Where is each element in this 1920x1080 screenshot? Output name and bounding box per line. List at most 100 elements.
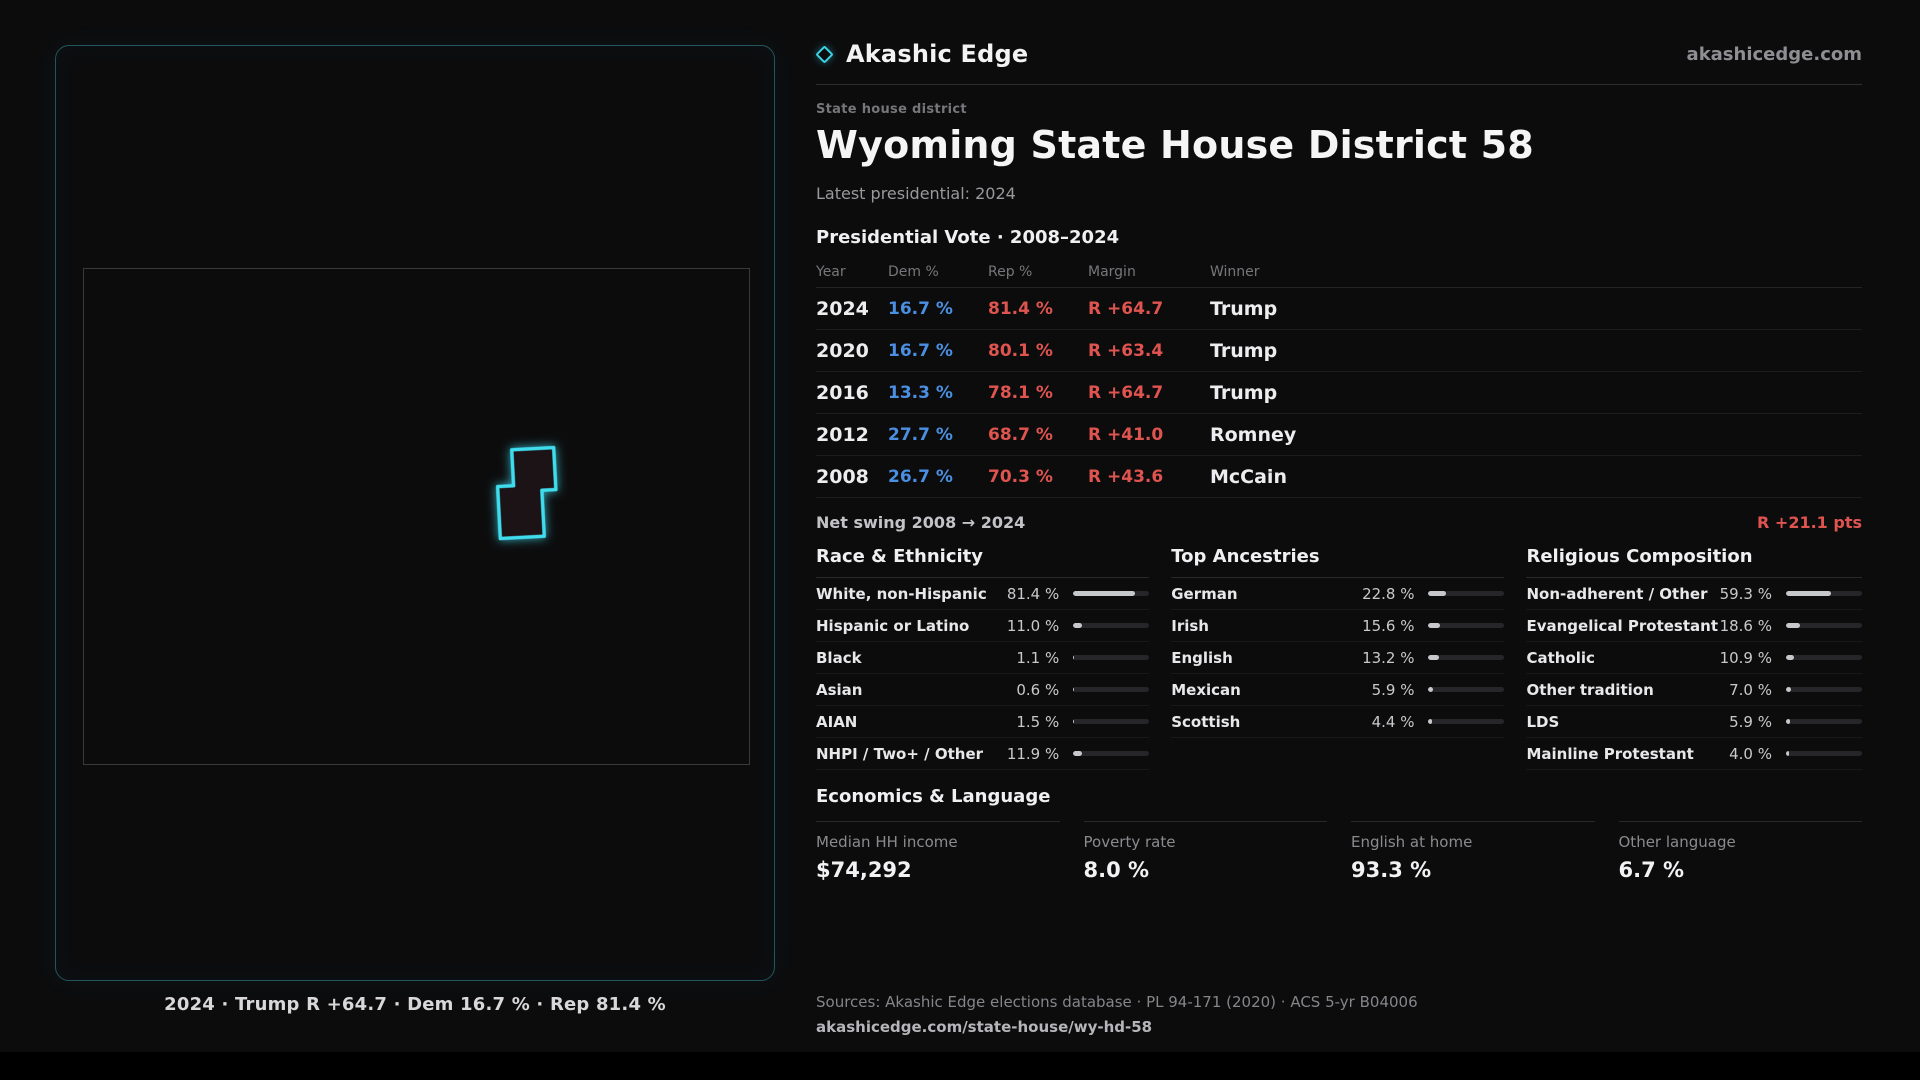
- stat-label: Median HH income: [816, 833, 958, 851]
- col-dem: Dem %: [888, 263, 939, 280]
- table-row: 2020 16.7 % 80.1 % R +63.4 Trump: [816, 330, 1862, 372]
- demo-bar-fill: [1073, 655, 1075, 660]
- demo-label: White, non-Hispanic: [816, 584, 987, 603]
- demo-row: LDS 5.9 %: [1526, 706, 1862, 738]
- presidential-vote-table: Year Dem % Rep % Margin Winner 2024 16.7…: [816, 256, 1862, 498]
- demo-bar-fill: [1786, 719, 1791, 724]
- demo-label: Non-adherent / Other: [1526, 584, 1708, 603]
- demo-label: Evangelical Protestant: [1526, 616, 1718, 635]
- margin-cell: R +43.6: [1088, 466, 1164, 487]
- demo-bar-fill: [1073, 591, 1136, 596]
- stat-card: Poverty rate 8.0 %: [1083, 821, 1327, 882]
- rep-cell: 78.1 %: [988, 382, 1053, 403]
- winner-cell: Trump: [1210, 339, 1278, 362]
- winner-cell: McCain: [1210, 465, 1287, 488]
- demo-row: White, non-Hispanic 81.4 %: [816, 578, 1150, 610]
- demo-bar: [1428, 719, 1505, 724]
- col-winner: Winner: [1210, 263, 1260, 280]
- demo-bar: [1073, 623, 1150, 628]
- stat-value: 93.3 %: [1351, 858, 1432, 882]
- demo-bar: [1786, 591, 1862, 596]
- demo-row: Non-adherent / Other 59.3 %: [1526, 578, 1862, 610]
- dem-cell: 16.7 %: [888, 340, 953, 361]
- demo-row: NHPI / Two+ / Other 11.9 %: [816, 738, 1150, 770]
- demo-label: Mexican: [1171, 680, 1241, 699]
- diamond-logo-icon: [815, 44, 834, 64]
- brand-header: Akashic Edge akashicedge.com: [815, 40, 1862, 85]
- net-swing-row: Net swing 2008 → 2024 R +21.1 pts: [816, 498, 1862, 532]
- district-map-panel: [55, 45, 775, 981]
- demo-label: Other tradition: [1526, 680, 1654, 699]
- demo-value: 22.8 %: [1362, 584, 1415, 603]
- section-title: Race & Ethnicity: [816, 546, 1150, 578]
- demo-bar: [1428, 623, 1505, 628]
- stat-card: Median HH income $74,292: [816, 821, 1060, 882]
- year-cell: 2016: [816, 381, 869, 404]
- demo-row: AIAN 1.5 %: [816, 706, 1150, 738]
- bottom-bar: [0, 1052, 1920, 1080]
- demo-bar: [1073, 751, 1150, 756]
- ancestries-section: Top Ancestries German 22.8 % Irish 15.6 …: [1171, 546, 1505, 770]
- rep-cell: 80.1 %: [988, 340, 1053, 361]
- demo-bar: [1786, 687, 1862, 692]
- brand-domain-link[interactable]: akashicedge.com: [1686, 43, 1862, 65]
- demo-bar-fill: [1428, 591, 1446, 596]
- winner-cell: Trump: [1210, 381, 1278, 404]
- stat-card: English at home 93.3 %: [1351, 821, 1595, 882]
- permalink-link[interactable]: akashicedge.com/state-house/wy-hd-58: [816, 1018, 1153, 1036]
- demo-label: Asian: [816, 680, 863, 699]
- demo-row: Asian 0.6 %: [816, 674, 1150, 706]
- demo-bar: [1428, 687, 1505, 692]
- dem-cell: 16.7 %: [888, 298, 953, 319]
- demo-bar-fill: [1786, 623, 1801, 628]
- stat-card: Other language 6.7 %: [1618, 821, 1862, 882]
- economics-stats: Median HH income $74,292 Poverty rate 8.…: [816, 821, 1862, 882]
- dem-cell: 27.7 %: [888, 424, 953, 445]
- demo-bar: [1073, 719, 1150, 724]
- brand-name: Akashic Edge: [846, 40, 1029, 68]
- net-swing-value: R +21.1 pts: [1757, 513, 1862, 532]
- demo-bar-fill: [1786, 687, 1792, 692]
- vote-table-header-row: Year Dem % Rep % Margin Winner: [816, 256, 1862, 288]
- demo-bar-fill: [1786, 591, 1832, 596]
- demo-row: Black 1.1 %: [816, 642, 1150, 674]
- net-swing-label: Net swing 2008 → 2024: [816, 513, 1026, 532]
- year-cell: 2020: [816, 339, 869, 362]
- section-title: Top Ancestries: [1171, 546, 1505, 578]
- demo-bar: [1786, 751, 1862, 756]
- demo-value: 10.9 %: [1719, 648, 1772, 667]
- demo-bar: [1786, 655, 1862, 660]
- demo-label: Irish: [1171, 616, 1209, 635]
- margin-cell: R +64.7: [1088, 382, 1164, 403]
- section-title: Religious Composition: [1526, 546, 1862, 578]
- demo-value: 81.4 %: [1006, 584, 1060, 603]
- religion-section: Religious Composition Non-adherent / Oth…: [1526, 546, 1862, 770]
- stat-value: 8.0 %: [1083, 858, 1150, 882]
- demo-label: Catholic: [1526, 648, 1595, 667]
- stat-value: $74,292: [816, 858, 912, 882]
- margin-cell: R +64.7: [1088, 298, 1164, 319]
- demo-row: Scottish 4.4 %: [1171, 706, 1505, 738]
- demo-value: 0.6 %: [1016, 680, 1060, 699]
- demo-bar-fill: [1073, 751, 1083, 756]
- rep-cell: 70.3 %: [988, 466, 1053, 487]
- demo-label: Black: [816, 648, 862, 667]
- wyoming-state-outline: [83, 268, 750, 765]
- col-rep: Rep %: [988, 263, 1033, 280]
- demo-row: German 22.8 %: [1171, 578, 1505, 610]
- demo-bar-fill: [1786, 751, 1790, 756]
- demo-value: 4.4 %: [1371, 712, 1415, 731]
- demo-label: NHPI / Two+ / Other: [816, 744, 984, 763]
- demo-row: Other tradition 7.0 %: [1526, 674, 1862, 706]
- rep-cell: 68.7 %: [988, 424, 1053, 445]
- stat-label: English at home: [1351, 833, 1473, 851]
- district-shape: [495, 445, 558, 541]
- demo-bar-fill: [1786, 655, 1795, 660]
- demo-label: Scottish: [1171, 712, 1241, 731]
- demo-row: Hispanic or Latino 11.0 %: [816, 610, 1150, 642]
- year-cell: 2024: [816, 297, 869, 320]
- demo-bar-fill: [1428, 687, 1433, 692]
- demo-bar: [1073, 591, 1150, 596]
- demo-value: 7.0 %: [1729, 680, 1772, 699]
